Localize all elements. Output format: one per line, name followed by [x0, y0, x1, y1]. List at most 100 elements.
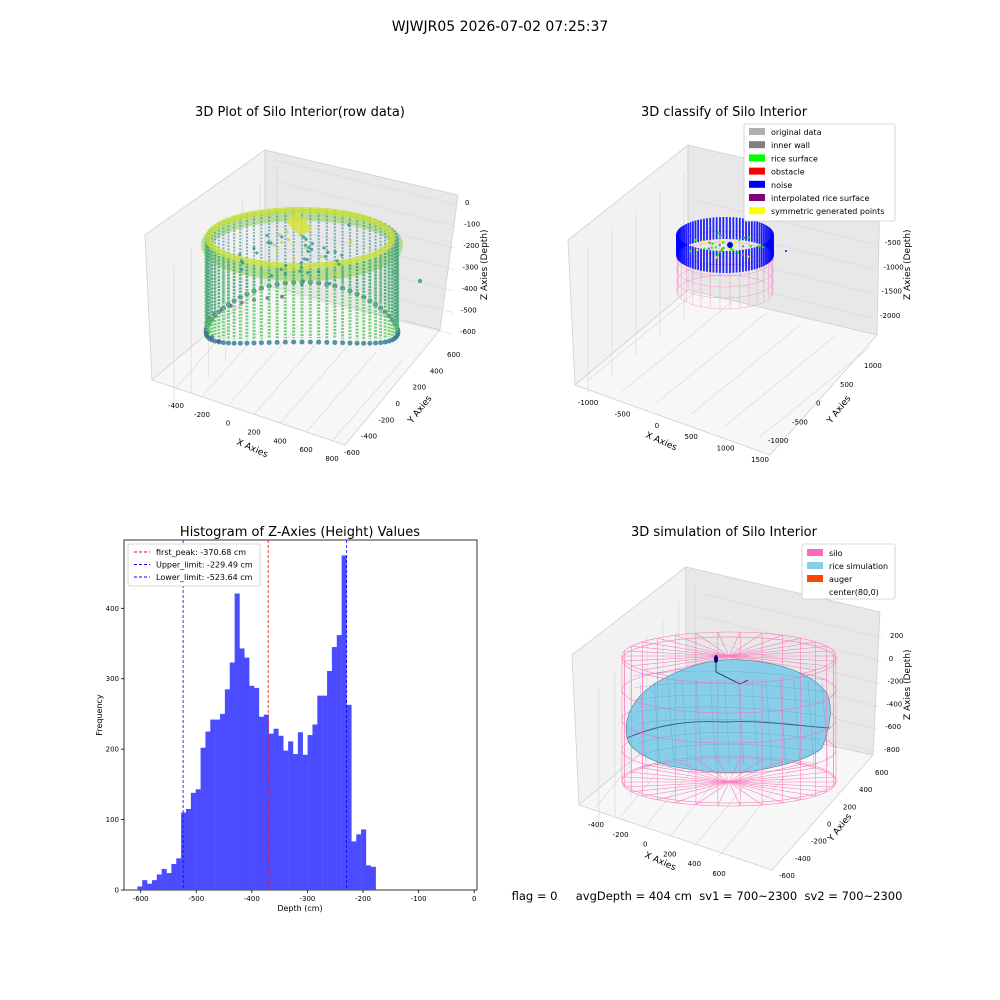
legend-label: obstacle — [771, 168, 805, 177]
legend-label: symmetric generated points — [771, 207, 884, 216]
hist-bar — [220, 713, 226, 890]
hist-bar — [142, 880, 148, 890]
legend-label: Lower_limit: -523.64 cm — [156, 573, 253, 582]
hist-bar — [351, 841, 357, 890]
legend-label: first_peak: -370.68 cm — [156, 548, 246, 557]
panel1-xlabel: X Axies — [235, 438, 270, 461]
panel2-legend: original data inner wall rice surface obsta… — [743, 123, 896, 222]
panel1-axes-box — [144, 149, 459, 446]
x-tick-label: -200 — [194, 411, 210, 419]
hist-bar — [215, 719, 221, 890]
legend-swatch — [749, 128, 765, 135]
panel4-zlabel: Z Axies (Depth) — [903, 649, 913, 720]
z-tick-label: -400 — [462, 285, 478, 293]
z-tick-label: -2000 — [880, 312, 900, 320]
panel-classify-3d: 3D classify of Silo Interior -1000 -500 0 5… — [567, 105, 913, 464]
hist-bar — [181, 812, 187, 890]
hist-title: Histogram of Z-Axies (Height) Values — [180, 525, 420, 540]
hist-xtick-label: 0 — [472, 895, 476, 903]
hist-ticks: -600 -500 -400 -300 -200 -100 0 0 100 200 300 400 — [106, 605, 477, 903]
y-tick-label: -200 — [811, 838, 827, 846]
hist-bar — [365, 865, 372, 890]
hist-bar — [346, 704, 352, 890]
y-tick-label: -600 — [779, 872, 795, 880]
y-tick-label: 400 — [859, 786, 872, 794]
panel-raw-3d: 3D Plot of Silo Interior(row data) -400-… — [144, 105, 490, 463]
y-tick-label: 0 — [816, 400, 820, 408]
legend-label: interpolated rice surface — [771, 194, 869, 203]
auger-marker — [714, 655, 718, 663]
hist-ytick-label: 100 — [106, 816, 119, 824]
y-tick-label: 0 — [396, 400, 400, 408]
hist-ylabel: Frequency — [95, 694, 104, 736]
hist-bar — [307, 735, 313, 890]
panel4-legend: silo rice simulation auger center(80,0) — [801, 543, 896, 600]
y-tick-label: -1000 — [768, 437, 788, 445]
z-tick-label: -1000 — [883, 263, 903, 271]
legend-label: original data — [771, 128, 822, 137]
legend-swatch — [749, 154, 765, 162]
panel-simulation-3d: 3D simulation of Silo Interior -400 -200 0… — [571, 525, 913, 880]
hist-bar — [185, 809, 192, 890]
figure-suptitle: WJWJR05 2026-07-02 07:25:37 — [392, 19, 609, 35]
y-tick-label: -200 — [378, 416, 394, 424]
hist-xlabel: Depth (cm) — [277, 904, 322, 913]
x-tick-label: 0 — [226, 420, 230, 428]
hist-bar — [331, 647, 337, 890]
y-tick-label: -400 — [361, 433, 377, 441]
panel2-title: 3D classify of Silo Interior — [641, 105, 808, 120]
hist-bar — [166, 873, 172, 890]
hist-bar — [327, 670, 333, 890]
z-tick-label: 200 — [890, 632, 903, 640]
hist-bar — [297, 732, 303, 890]
hist-bar — [234, 593, 240, 890]
z-tick-label: -500 — [461, 307, 477, 315]
x-tick-label: 600 — [712, 870, 725, 878]
x-tick-label: 1500 — [751, 456, 769, 464]
hist-ytick-label: 200 — [106, 746, 119, 754]
hist-xtick-label: -600 — [133, 895, 149, 903]
hist-bar — [283, 750, 289, 890]
footer-status: flag = 0 avgDepth = 404 cm sv1 = 700~230… — [512, 889, 903, 903]
hist-vlines — [182, 540, 348, 890]
hist-ytick-label: 0 — [115, 887, 119, 895]
hist-bar — [156, 874, 162, 890]
hist-xtick-label: -200 — [355, 895, 371, 903]
y-tick-label: 0 — [827, 821, 831, 829]
hist-bar — [210, 719, 216, 890]
x-tick-label: 0 — [643, 841, 647, 849]
z-tick-label: -400 — [886, 700, 902, 708]
hist-bar — [161, 868, 167, 890]
x-tick-label: -500 — [614, 410, 630, 418]
hist-bar — [205, 731, 211, 890]
hist-bar — [292, 754, 299, 890]
hist-bar — [322, 695, 328, 890]
hist-xtick-label: -500 — [188, 895, 204, 903]
panel-histogram: Histogram of Z-Axies (Height) Values -60… — [95, 525, 478, 913]
hist-bar — [229, 662, 235, 890]
panel2-zlabel: Z Axies (Depth) — [903, 229, 913, 300]
panel2-points — [676, 217, 787, 310]
hist-bar — [244, 657, 250, 890]
legend-swatch — [807, 575, 823, 582]
legend-label: inner wall — [771, 141, 810, 150]
hist-ytick-label: 400 — [106, 605, 119, 613]
hist-bar — [288, 741, 294, 890]
hist-ytick-label: 300 — [106, 675, 119, 683]
x-tick-label: 600 — [299, 446, 312, 454]
y-tick-label: 400 — [430, 367, 443, 375]
hist-xtick-label: -400 — [244, 895, 260, 903]
y-tick-label: 1000 — [864, 362, 882, 370]
y-tick-label: 200 — [843, 803, 856, 811]
y-tick-label: 200 — [413, 384, 426, 392]
hist-xtick-label: -300 — [300, 895, 316, 903]
legend-swatch — [749, 207, 765, 215]
panel1-zlabel: Z Axies (Depth) — [480, 229, 490, 300]
rice-surface — [625, 659, 831, 773]
z-tick-label: 0 — [889, 655, 893, 663]
hist-bar — [249, 685, 255, 890]
z-tick-label: -600 — [460, 328, 476, 336]
legend-label: noise — [771, 181, 792, 190]
legend-swatch — [807, 588, 823, 595]
